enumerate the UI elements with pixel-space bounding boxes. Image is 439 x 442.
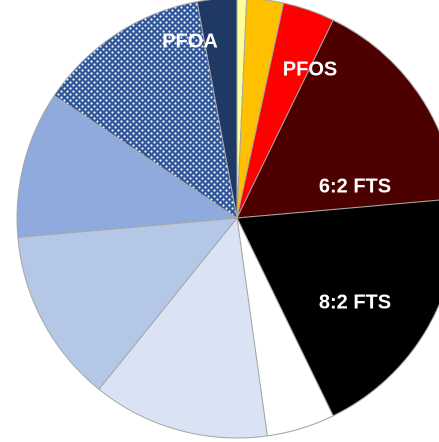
pie-slice (98, 216, 268, 439)
slice-label: PFOS (283, 58, 337, 80)
pie-slice (17, 217, 239, 390)
slice-label: PFOA (162, 30, 218, 52)
pie-slice (236, 19, 439, 219)
pie-slice (53, 1, 238, 220)
pie-slice (236, 199, 439, 417)
pie-slice (196, 0, 238, 219)
pie-slice (16, 94, 239, 238)
slice-label: 8:2 FTS (319, 291, 391, 313)
slice-label: 6:2 FTS (319, 175, 391, 197)
